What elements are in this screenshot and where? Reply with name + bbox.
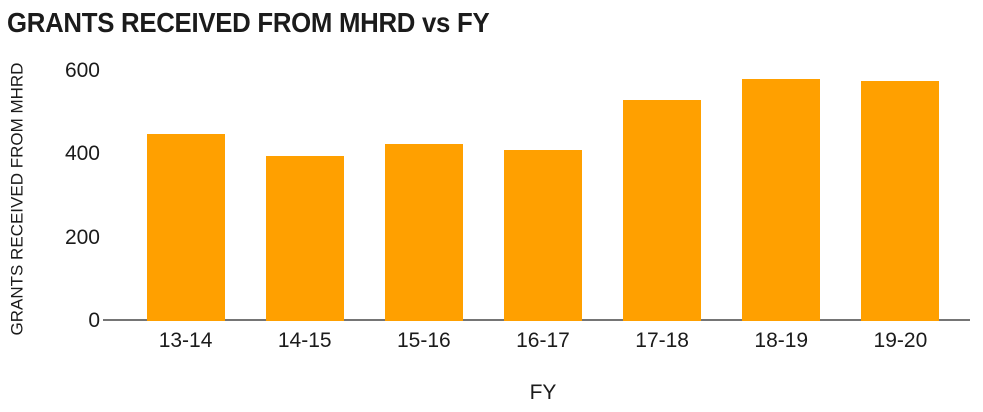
bar: [623, 100, 702, 321]
plot-area: 13-14 14-15 15-16 16-17 17-18 18-19 19-20: [126, 71, 960, 352]
x-tick-label: 13-14: [158, 329, 213, 352]
y-axis-title: GRANTS RECEIVED FROM MHRD: [7, 62, 27, 336]
bar-slot: 15-16: [364, 71, 483, 352]
bar: [861, 81, 940, 321]
bar-slot: 17-18: [603, 71, 722, 352]
x-tick-label: 14-15: [277, 329, 332, 352]
bar-slot: 16-17: [483, 71, 602, 352]
x-tick-label: 17-18: [635, 329, 689, 352]
bar: [384, 143, 463, 321]
bar-slot: 19-20: [841, 71, 960, 352]
y-tick-label: 400: [64, 142, 100, 166]
bar-slot: 13-14: [126, 71, 245, 352]
bar: [742, 79, 821, 321]
x-tick-label: 18-19: [754, 329, 809, 352]
bar: [265, 156, 344, 321]
x-tick-label: 16-17: [516, 329, 570, 352]
bar-slot: 14-15: [245, 71, 364, 352]
y-tick-label: 200: [64, 225, 100, 249]
x-tick-label: 15-16: [396, 329, 451, 352]
x-axis-title: FY: [529, 381, 557, 404]
chart-title: GRANTS RECEIVED FROM MHRD vs FY: [7, 7, 490, 38]
bar-slot: 18-19: [722, 71, 841, 352]
y-tick-label: 0: [88, 309, 100, 332]
bar: [503, 150, 582, 321]
bar: [146, 133, 225, 321]
x-tick-label: 19-20: [873, 329, 928, 352]
y-tick-label: 600: [64, 59, 100, 82]
